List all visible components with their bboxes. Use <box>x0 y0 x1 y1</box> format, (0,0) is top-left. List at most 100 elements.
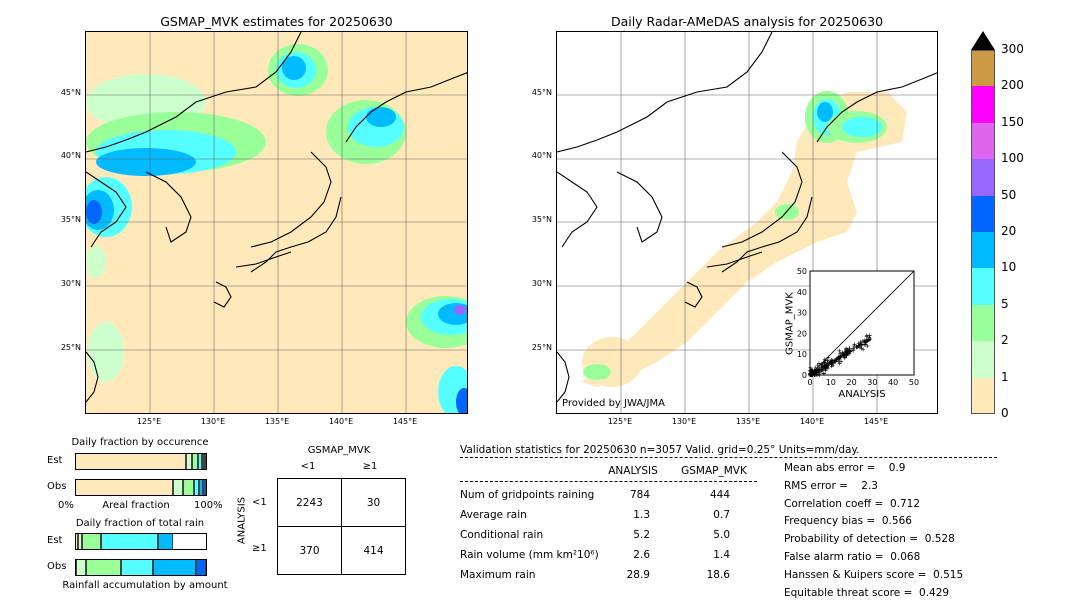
scatter-point <box>867 333 872 338</box>
fraction-bar-frame <box>75 533 207 550</box>
score-row: Correlation coeff = 0.712 <box>784 497 920 510</box>
left-lat-label: 25°N <box>60 343 81 352</box>
left-map-title: GSMAP_MVK estimates for 20250630 <box>160 14 393 29</box>
colorbar-tick-label: 2 <box>1001 333 1009 348</box>
left-precip-field <box>86 44 467 413</box>
right-lat-label: 35°N <box>531 215 552 224</box>
contingency-cell: 370 <box>277 526 342 575</box>
colorbar-tick-label: 5 <box>1001 296 1009 311</box>
scatter-point <box>848 349 853 354</box>
contingency-row-ge1: ≥1 <box>252 543 267 554</box>
scatter-point <box>828 359 833 364</box>
stats-row-label: Num of gridpoints raining <box>460 489 595 501</box>
colorbar-tick-label: 200 <box>1001 78 1024 93</box>
left-lat-label: 35°N <box>60 215 81 224</box>
scatter-point <box>851 348 856 353</box>
scatter-point <box>844 346 849 351</box>
scatter-point <box>852 343 857 348</box>
right-lon-label: 135°E <box>735 417 761 426</box>
colorbar-tick-label: 0 <box>1001 406 1009 420</box>
scatter-x-tick: 10 <box>826 378 836 387</box>
scatter-point <box>823 362 828 367</box>
scatter-point <box>837 361 842 366</box>
validation-title: Validation statistics for 20250630 n=305… <box>460 444 860 456</box>
scatter-point <box>859 342 864 347</box>
fraction-bar-frame <box>75 479 207 496</box>
left-lat-label: 30°N <box>60 279 81 288</box>
colorbar-segment <box>971 122 995 160</box>
scatter-point <box>815 363 820 368</box>
left-lon-label: 135°E <box>264 417 290 426</box>
scatter-y-tick: 40 <box>797 288 807 297</box>
contingency-cell: 30 <box>341 478 406 527</box>
contingency-row-title: ANALYSIS <box>236 496 248 545</box>
scatter-point <box>819 361 824 366</box>
stats-row-label: Conditional rain <box>460 529 544 541</box>
scatter-x-tick: 20 <box>847 378 857 387</box>
scatter-point <box>808 373 813 377</box>
colorbar-tick-label: 1 <box>1001 369 1009 384</box>
score-row: Mean abs error = 0.9 <box>784 462 906 474</box>
scatter-y-tick: 30 <box>797 309 807 318</box>
stats-row-analysis: 784 <box>629 489 650 501</box>
scatter-y-tick: 50 <box>797 267 807 276</box>
scatter-point <box>829 360 834 365</box>
scatter-point <box>823 358 828 363</box>
contingency-row-lt1: <1 <box>252 497 267 508</box>
contingency-col-ge1: ≥1 <box>362 461 378 472</box>
scatter-point <box>825 360 830 365</box>
contingency-title: GSMAP_MVK <box>307 445 371 456</box>
left-lon-label: 140°E <box>328 417 354 426</box>
right-precip-field <box>582 91 907 387</box>
scatter-x-tick: 0 <box>807 378 812 387</box>
left-coastlines <box>86 32 467 403</box>
scatter-point <box>864 339 869 344</box>
contingency-col-lt1: <1 <box>300 461 316 472</box>
data-credit: Provided by JWA/JMA <box>562 398 665 409</box>
scatter-point <box>859 346 864 351</box>
scatter-point <box>829 364 834 369</box>
score-row: Equitable threat score = 0.429 <box>784 586 950 599</box>
scatter-y-tick: 20 <box>797 329 807 338</box>
fraction-category-label: Obs <box>47 560 67 572</box>
fraction-bar-frame <box>75 559 207 576</box>
scatter-point <box>852 342 857 347</box>
scatter-point <box>826 355 831 360</box>
left-lat-label: 45°N <box>60 88 81 97</box>
stats-row-label: Average rain <box>460 509 527 521</box>
score-row: RMS error = 2.3 <box>784 479 878 492</box>
left-lon-label: 130°E <box>200 417 226 426</box>
scatter-point <box>833 359 838 364</box>
colorbar-tick-label: 50 <box>1001 187 1017 202</box>
fraction-category-label: Obs <box>47 480 67 492</box>
scatter-point <box>812 372 817 377</box>
validation-title-rule <box>460 457 997 458</box>
colorbar-extend-arrow <box>971 31 995 50</box>
colorbar-tick-label: 300 <box>1001 42 1024 56</box>
score-row: Frequency bias = 0.566 <box>784 515 912 528</box>
colorbar-tick-label: 100 <box>1001 151 1024 166</box>
colorbar-tick-label: 20 <box>1001 224 1017 238</box>
scatter-xlabel: ANALYSIS <box>838 389 886 400</box>
contingency-table: 2243 30 370 414 <box>277 478 406 575</box>
scatter-point <box>847 346 852 351</box>
colorbar-frame <box>971 50 995 414</box>
scatter-point <box>824 363 829 368</box>
scatter-point <box>840 350 845 355</box>
scatter-point <box>837 348 842 353</box>
stats-col-gsmap: GSMAP_MVK <box>681 465 747 477</box>
stats-row-analysis: 28.9 <box>626 569 650 581</box>
stats-row-label: Maximum rain <box>460 569 536 581</box>
scatter-y-tick: 10 <box>797 350 807 359</box>
stats-row-gsmap: 444 <box>709 489 730 501</box>
left-lat-label: 40°N <box>60 151 81 160</box>
fraction-bar-frame <box>75 453 207 470</box>
occurrence-xlabel: Areal fraction <box>102 500 170 511</box>
right-lon-label: 125°E <box>607 417 633 426</box>
scatter-point <box>862 342 867 347</box>
right-lat-label: 40°N <box>531 151 552 160</box>
stats-row-gsmap: 18.6 <box>706 569 730 581</box>
scatter-point <box>812 371 817 376</box>
scatter-point <box>819 364 824 369</box>
stats-row-analysis: 5.2 <box>633 529 650 541</box>
